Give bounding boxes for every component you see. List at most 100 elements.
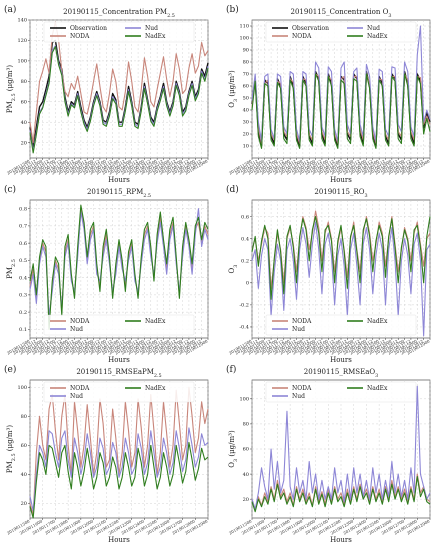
panel-title: 20190115_Concentration O3 [291,8,392,19]
y-tick-label: 0 [246,281,249,287]
panel-label: (a) [4,4,16,15]
x-axis-label: Hours [108,536,130,544]
legend-label-nud: Nud [145,25,158,32]
legend-label-noda: NODA [292,385,312,392]
panel-title: 20190115_Concentration PM2.5 [63,8,175,19]
y-axis-label: PM2.5 [6,259,17,279]
y-tick-label: 0.8 [19,206,27,212]
legend-label-observation: Observation [292,25,329,32]
series-line-nud [251,385,431,510]
y-tick-label: 10 [243,144,249,150]
y-axis-label: O3 [228,265,239,274]
y-tick-label: 0.6 [241,214,249,220]
series-line-nadex [29,441,209,519]
y-tick-label: 80 [243,422,249,428]
x-axis-label: Hours [330,176,352,184]
y-axis-label: PM2.5 (μg/m³) [6,65,17,113]
legend: Observation Nud NODA NadEx [265,21,417,43]
legend-label-nud: Nud [292,393,305,400]
y-tick-label: 70 [243,72,249,78]
legend-label-noda: NODA [292,33,312,40]
y-tick-label: 20 [21,501,27,507]
series-line-noda [29,21,209,144]
legend-label-nadex: NadEx [367,385,388,392]
y-tick-label: -0.2 [239,303,249,309]
panel-title: 20190115_RO3 [314,188,367,199]
x-axis-label: Hours [330,356,352,364]
y-axis-label: PM2.5 (μg/m³) [6,425,17,473]
chart-panel-e: 2040608010020190115002019011600201901170… [4,364,209,544]
y-tick-label: 40 [21,120,27,126]
y-tick-label: 0.1 [19,327,27,333]
panel-label: (e) [4,364,16,375]
legend-box [43,314,195,336]
series-line-nadex [251,216,431,300]
y-tick-label: 60 [21,99,27,105]
series-line-nadex [251,476,431,513]
legend-label-nud: Nud [292,326,305,333]
y-tick-label: 40 [243,472,249,478]
legend-label-nadex: NadEx [145,385,166,392]
legend-label-nud: Nud [367,25,380,32]
legend: NODA NadEx Nud [43,314,195,336]
series-line-nud [251,221,431,337]
y-tick-label: 80 [21,79,27,85]
legend-box [265,314,417,336]
series-line-nud [29,427,209,512]
series-line-nadex [251,73,431,149]
y-tick-label: 0.2 [19,310,27,316]
legend-box [43,21,195,43]
legend-label-noda: NODA [70,33,90,40]
y-tick-label: 0.4 [19,275,27,281]
y-tick-label: -0.4 [239,325,249,331]
y-tick-label: 90 [243,48,249,54]
y-tick-label: 60 [243,84,249,90]
legend: NODA NadEx Nud [265,314,417,336]
y-tick-label: 20 [243,132,249,138]
y-tick-label: 80 [243,60,249,66]
y-tick-label: 50 [243,96,249,102]
y-tick-label: 30 [243,120,249,126]
legend-label-nadex: NadEx [145,318,166,325]
chart-panel-b: 1020304050607080901001102019011500201901… [226,4,431,184]
legend-label-noda: NODA [70,385,90,392]
y-tick-label: 0.4 [241,236,249,242]
legend-label-nud: Nud [70,326,83,333]
y-tick-label: 40 [243,108,249,114]
y-tick-label: 100 [17,59,27,65]
y-tick-label: 20 [243,497,249,503]
y-tick-label: 60 [243,447,249,453]
legend-label-observation: Observation [70,25,107,32]
chart-panel-d: -0.4-0.200.20.40.62019011500201901151220… [226,184,431,364]
panel-title: 20190115_RPM2.5 [87,188,151,199]
x-axis-label: Hours [108,356,130,364]
legend-label-nadex: NadEx [367,33,388,40]
y-tick-label: 140 [17,18,27,24]
x-axis-label: Hours [108,176,130,184]
y-tick-label: 0.6 [19,241,27,247]
series-line-noda [251,473,431,510]
panel-label: (d) [226,184,239,195]
legend-box [265,381,417,403]
y-tick-label: 0.3 [19,293,27,299]
series-line-nud [251,25,431,142]
chart-panel-a: 2040608010012014020190115002019011512201… [4,4,209,184]
legend-label-noda: NODA [70,318,90,325]
y-tick-label: 20 [21,140,27,146]
legend-box [265,21,417,43]
y-axis-label: O3 (μg/m³) [228,430,239,468]
series-line-nadex [29,46,209,154]
legend-label-nadex: NadEx [367,318,388,325]
x-axis-label: Hours [330,536,352,544]
legend-label-noda: NODA [292,318,312,325]
y-tick-label: 100 [17,385,27,391]
panel-label: (f) [226,364,236,375]
y-axis-label: O3 (μg/m³) [228,70,239,108]
legend: NODA NadEx Nud [43,381,195,403]
panel-title: 20190115_RMSEaO3 [304,368,379,379]
legend: NODA NadEx Nud [265,381,417,403]
legend: Observation Nud NODA NadEx [43,21,195,43]
y-tick-label: 100 [239,397,249,403]
